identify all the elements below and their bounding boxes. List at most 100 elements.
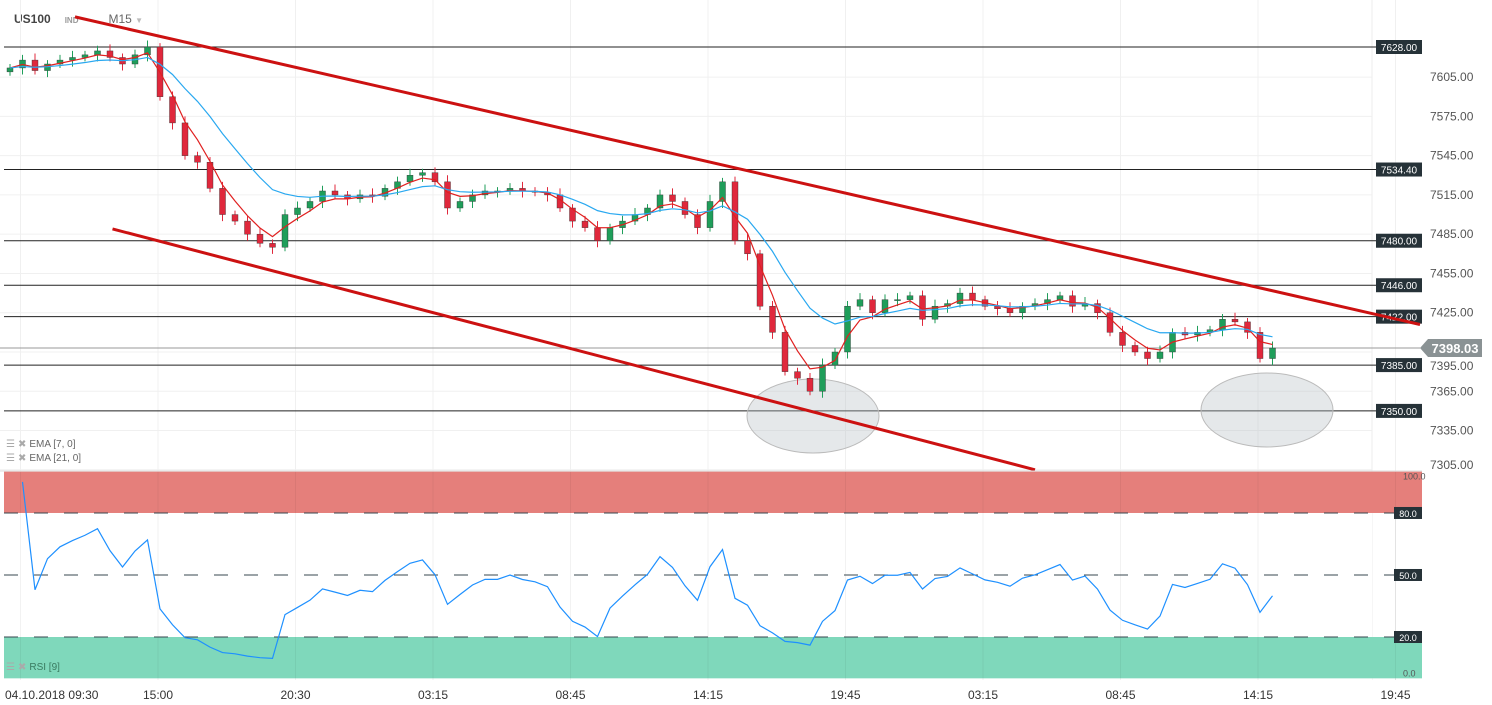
legend-ema-21[interactable]: ☰ ✖ EMA [21, 0]	[6, 453, 81, 464]
x-tick-label: 19:45	[1380, 688, 1410, 702]
instrument-type: IND	[64, 16, 79, 25]
x-tick-label: 19:45	[830, 688, 860, 702]
candle-down	[669, 194, 676, 202]
candle-down	[1256, 332, 1264, 359]
timeframe-label: M15	[108, 12, 132, 26]
candle-down	[756, 253, 764, 307]
candle-down	[444, 181, 451, 209]
trend-line	[74, 15, 1421, 326]
x-tick-label: 14:15	[693, 688, 723, 702]
candle-down	[231, 214, 239, 222]
y-tick-label: 7305.00	[1430, 458, 1474, 472]
candle-up	[6, 67, 14, 73]
candle-up	[94, 50, 101, 56]
oversold-zone	[4, 637, 1422, 679]
candle-down	[1006, 308, 1014, 313]
x-tick-label: 08:45	[1105, 688, 1135, 702]
trend-line	[112, 227, 1036, 472]
candle-down	[1231, 319, 1239, 323]
y-tick-label: 7515.00	[1430, 188, 1474, 202]
y-tick-label: 7365.00	[1430, 384, 1474, 398]
x-tick-label: 15:00	[143, 688, 173, 702]
rsi-level-label: 0.0	[1403, 668, 1416, 678]
rsi-level-tag	[1394, 568, 1422, 581]
chart-header: US100 IND M15 ▼	[14, 12, 143, 26]
candle-up	[1056, 295, 1064, 300]
candle-down	[581, 220, 589, 228]
rsi-line	[21, 481, 1273, 659]
rsi-level-label: 50.0	[1399, 571, 1417, 581]
settings-icon[interactable]: ☰	[6, 453, 15, 464]
candle-up	[456, 201, 464, 209]
candle-up	[931, 305, 939, 320]
y-tick-label: 7545.00	[1430, 149, 1474, 163]
candle-up	[656, 194, 664, 209]
candle-down	[331, 190, 339, 196]
close-icon[interactable]: ✖	[17, 662, 27, 673]
candle-up	[906, 295, 914, 300]
candle-up	[419, 172, 426, 176]
candle-up	[894, 299, 901, 301]
candle-up	[956, 292, 964, 304]
close-icon[interactable]: ✖	[17, 453, 27, 464]
candle-down	[1131, 345, 1139, 353]
timeframe-select[interactable]: M15 ▼	[108, 12, 143, 26]
ema-7-label: EMA [7, 0]	[29, 439, 76, 450]
chevron-down-icon: ▼	[135, 16, 144, 25]
candle-up	[1269, 347, 1276, 359]
highlight-ellipse	[1200, 372, 1334, 448]
candle-down	[781, 332, 789, 372]
legend-ema-7[interactable]: ☰ ✖ EMA [7, 0]	[6, 439, 76, 450]
level-price-tag	[1376, 309, 1422, 324]
candle-down	[431, 172, 439, 183]
candle-up	[844, 305, 851, 353]
candle-up	[294, 207, 301, 215]
candle-down	[1106, 312, 1114, 333]
candle-up	[819, 364, 826, 392]
candle-up	[831, 351, 839, 366]
level-price-label: 7385.00	[1381, 361, 1418, 372]
candle-down	[1119, 332, 1126, 346]
level-price-label: 7446.00	[1381, 281, 1418, 292]
x-tick-label: 04.10.2018 09:30	[5, 688, 99, 702]
candle-down	[1069, 295, 1076, 307]
level-price-tag	[1376, 403, 1422, 418]
candle-down	[194, 155, 201, 163]
symbol-label[interactable]: US100	[14, 12, 51, 26]
legend-rsi[interactable]: ☰ ✖ RSI [9]	[6, 662, 60, 673]
current-price-tag	[1420, 339, 1482, 358]
candle-down	[256, 233, 264, 244]
level-price-tag	[1376, 233, 1422, 248]
candle-up	[144, 46, 151, 56]
x-tick-label: 20:30	[280, 688, 310, 702]
candle-down	[569, 207, 576, 222]
candle-down	[244, 220, 251, 235]
ema-21-line	[9, 56, 1273, 338]
level-price-label: 7422.00	[1381, 313, 1418, 324]
y-tick-label: 7395.00	[1430, 359, 1474, 373]
y-tick-label: 7425.00	[1430, 306, 1474, 320]
ema-21-label: EMA [21, 0]	[29, 453, 82, 464]
overbought-zone	[4, 471, 1422, 513]
candle-up	[1156, 351, 1164, 359]
candle-up	[719, 181, 726, 202]
rsi-level-tag	[1394, 631, 1422, 643]
candle-down	[694, 214, 701, 228]
candle-down	[219, 188, 226, 215]
candle-down	[269, 243, 276, 248]
candle-up	[306, 201, 314, 209]
candle-down	[169, 96, 176, 124]
settings-icon[interactable]: ☰	[6, 439, 15, 450]
level-price-label: 7350.00	[1381, 407, 1418, 418]
x-tick-label: 03:15	[968, 688, 998, 702]
rsi-level-label: 20.0	[1399, 633, 1417, 643]
close-icon[interactable]: ✖	[17, 439, 27, 450]
x-tick-label: 14:15	[1243, 688, 1273, 702]
candle-up	[706, 201, 714, 228]
y-tick-label: 7605.00	[1430, 70, 1474, 84]
y-tick-label: 7335.00	[1430, 424, 1474, 438]
candle-down	[31, 59, 39, 71]
settings-icon[interactable]: ☰	[6, 662, 15, 673]
level-price-tag	[1376, 162, 1422, 177]
